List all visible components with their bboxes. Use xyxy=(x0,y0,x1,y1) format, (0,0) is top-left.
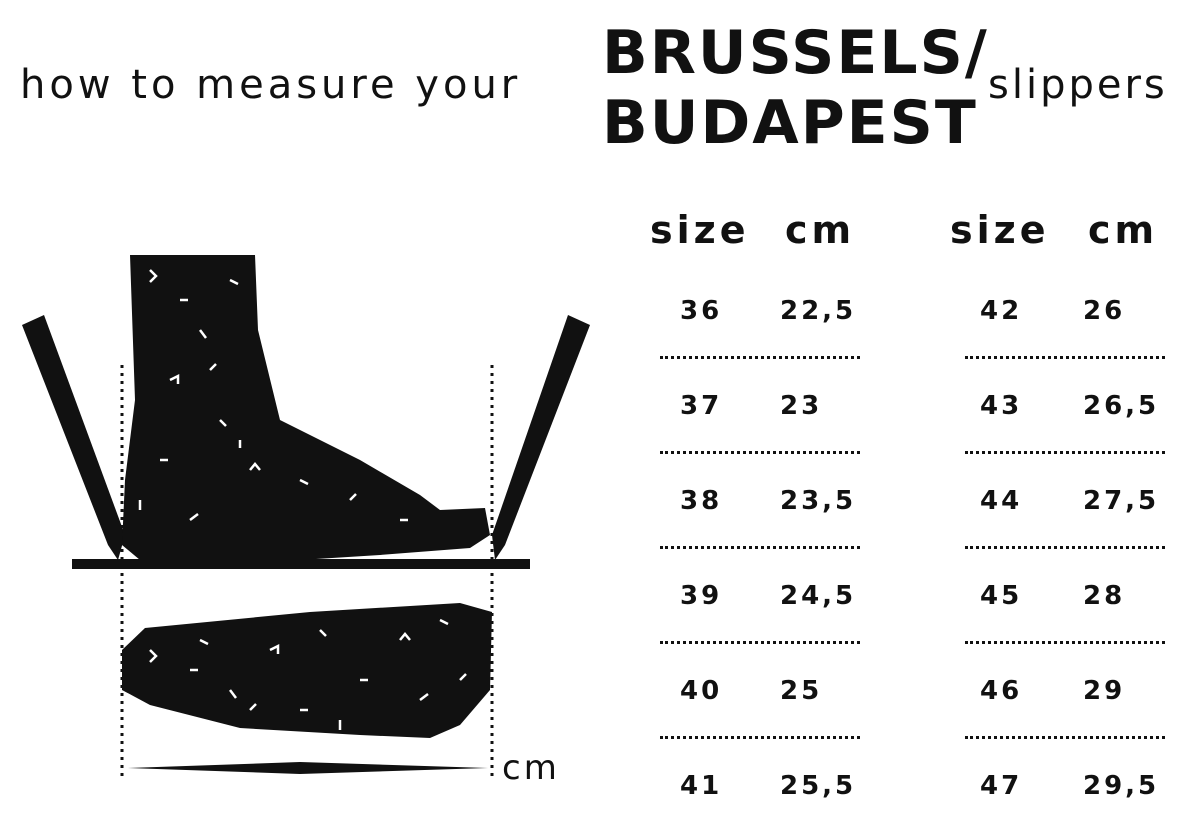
row-divider xyxy=(965,451,1165,454)
row-divider xyxy=(660,356,860,359)
header-size: size xyxy=(650,208,750,252)
row-divider xyxy=(965,641,1165,644)
cm-value: 22,5 xyxy=(780,296,857,326)
size-value: 37 xyxy=(680,391,723,421)
size-value: 42 xyxy=(980,296,1023,326)
size-value: 41 xyxy=(680,771,723,801)
cm-value: 26,5 xyxy=(1083,391,1160,421)
floor-line xyxy=(72,559,530,569)
size-value: 44 xyxy=(980,486,1023,516)
model-line-1: BRUSSELS/ xyxy=(602,18,989,88)
header-cm: cm xyxy=(785,208,856,252)
measure-illustration xyxy=(22,255,590,778)
size-value: 45 xyxy=(980,581,1023,611)
cm-value: 29 xyxy=(1083,676,1126,706)
foot-top-icon xyxy=(122,603,492,738)
model-line-2: BUDAPEST xyxy=(602,88,978,158)
cm-value: 27,5 xyxy=(1083,486,1160,516)
row-divider xyxy=(660,641,860,644)
title-trail: slippers xyxy=(988,62,1168,108)
pencil-icon xyxy=(22,315,125,560)
ruler-line-icon xyxy=(128,762,488,774)
row-divider xyxy=(965,736,1165,739)
cm-value: 29,5 xyxy=(1083,771,1160,801)
model-name: BRUSSELS/ BUDAPEST xyxy=(602,18,989,158)
row-divider xyxy=(660,736,860,739)
cm-value: 23 xyxy=(780,391,823,421)
size-value: 46 xyxy=(980,676,1023,706)
cm-value: 25,5 xyxy=(780,771,857,801)
size-value: 43 xyxy=(980,391,1023,421)
row-divider xyxy=(965,356,1165,359)
size-value: 40 xyxy=(680,676,723,706)
cm-value: 23,5 xyxy=(780,486,857,516)
header-size: size xyxy=(950,208,1050,252)
pencil-icon xyxy=(492,315,590,560)
unit-label: cm xyxy=(502,748,560,788)
size-value: 36 xyxy=(680,296,723,326)
foot-side-icon xyxy=(122,255,490,560)
row-divider xyxy=(965,546,1165,549)
cm-value: 26 xyxy=(1083,296,1126,326)
size-value: 47 xyxy=(980,771,1023,801)
cm-value: 25 xyxy=(780,676,823,706)
row-divider xyxy=(660,546,860,549)
size-value: 38 xyxy=(680,486,723,516)
title-lead: how to measure your xyxy=(20,62,522,108)
size-value: 39 xyxy=(680,581,723,611)
cm-value: 28 xyxy=(1083,581,1126,611)
cm-value: 24,5 xyxy=(780,581,857,611)
row-divider xyxy=(660,451,860,454)
header-cm: cm xyxy=(1088,208,1159,252)
